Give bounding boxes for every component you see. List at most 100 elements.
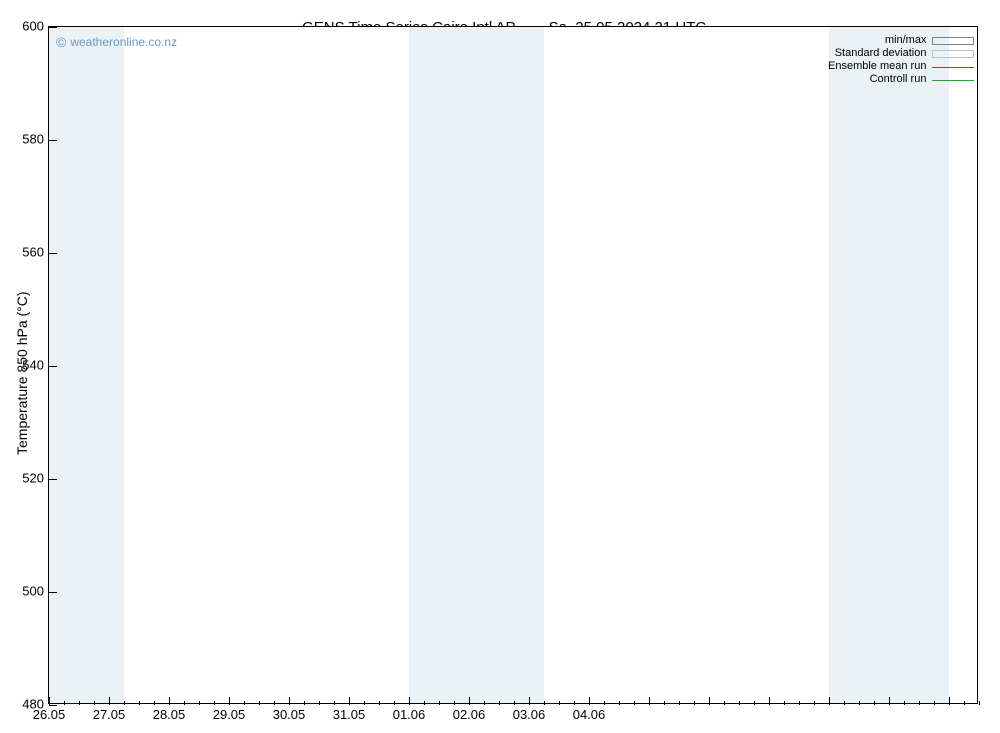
x-tick-mark-minor	[484, 701, 485, 705]
y-tick-label: 500	[4, 584, 44, 599]
y-tick-label: 600	[4, 19, 44, 34]
x-tick-label: 31.05	[333, 707, 366, 722]
legend-swatch	[932, 75, 974, 85]
x-tick-mark-minor	[784, 701, 785, 705]
y-tick-label: 520	[4, 471, 44, 486]
x-tick-mark-major	[709, 697, 710, 705]
x-tick-mark-minor	[844, 701, 845, 705]
night-band	[49, 27, 124, 703]
x-tick-label: 30.05	[273, 707, 306, 722]
x-tick-label: 03.06	[513, 707, 546, 722]
x-tick-mark-major	[109, 697, 110, 705]
x-tick-mark-minor	[739, 701, 740, 705]
x-tick-label: 04.06	[573, 707, 606, 722]
x-tick-mark-minor	[919, 701, 920, 705]
x-tick-mark-minor	[694, 701, 695, 705]
copyright-symbol: ©	[56, 34, 66, 50]
night-band	[409, 27, 544, 703]
y-tick-label: 540	[4, 358, 44, 373]
x-tick-mark-major	[949, 697, 950, 705]
x-tick-mark-major	[169, 697, 170, 705]
y-tick-mark	[49, 253, 57, 254]
x-tick-mark-minor	[64, 701, 65, 705]
x-tick-mark-minor	[874, 701, 875, 705]
legend-label: Controll run	[870, 73, 933, 86]
legend-label: min/max	[885, 34, 933, 47]
x-tick-mark-major	[829, 697, 830, 705]
x-tick-mark-minor	[559, 701, 560, 705]
x-tick-mark-minor	[334, 701, 335, 705]
x-tick-mark-minor	[724, 701, 725, 705]
x-tick-mark-minor	[679, 701, 680, 705]
y-tick-mark	[49, 592, 57, 593]
legend-row: Ensemble mean run	[828, 60, 974, 73]
x-tick-mark-minor	[379, 701, 380, 705]
plot-area: 26.0527.0528.0529.0530.0531.0501.0602.06…	[48, 26, 978, 704]
x-tick-mark-minor	[439, 701, 440, 705]
legend-row: min/max	[828, 34, 974, 47]
x-tick-mark-minor	[364, 701, 365, 705]
x-tick-mark-major	[529, 697, 530, 705]
watermark: © weatheronline.co.nz	[56, 34, 177, 50]
x-tick-mark-minor	[814, 701, 815, 705]
x-tick-mark-minor	[394, 701, 395, 705]
legend: min/maxStandard deviationEnsemble mean r…	[828, 34, 974, 86]
x-tick-mark-minor	[514, 701, 515, 705]
y-tick-label: 560	[4, 245, 44, 260]
x-tick-mark-major	[49, 697, 50, 705]
x-tick-mark-minor	[154, 701, 155, 705]
x-tick-label: 28.05	[153, 707, 186, 722]
legend-swatch	[932, 49, 974, 59]
legend-label: Ensemble mean run	[828, 60, 932, 73]
x-tick-mark-minor	[184, 701, 185, 705]
x-tick-label: 29.05	[213, 707, 246, 722]
x-tick-mark-minor	[244, 701, 245, 705]
x-tick-mark-minor	[124, 701, 125, 705]
y-tick-mark	[49, 705, 57, 706]
watermark-text: weatheronline.co.nz	[70, 35, 177, 49]
x-tick-mark-major	[349, 697, 350, 705]
x-tick-mark-minor	[964, 701, 965, 705]
x-tick-mark-major	[289, 697, 290, 705]
y-tick-label: 480	[4, 697, 44, 712]
x-tick-mark-minor	[319, 701, 320, 705]
night-band	[829, 27, 949, 703]
x-tick-mark-minor	[94, 701, 95, 705]
x-tick-mark-minor	[544, 701, 545, 705]
x-tick-mark-minor	[259, 701, 260, 705]
x-tick-mark-minor	[79, 701, 80, 705]
x-tick-mark-minor	[634, 701, 635, 705]
x-tick-mark-major	[409, 697, 410, 705]
x-tick-mark-minor	[274, 701, 275, 705]
x-tick-mark-minor	[619, 701, 620, 705]
x-tick-mark-minor	[934, 701, 935, 705]
x-tick-mark-minor	[904, 701, 905, 705]
x-tick-label: 01.06	[393, 707, 426, 722]
x-tick-mark-minor	[979, 701, 980, 705]
y-tick-mark	[49, 140, 57, 141]
legend-swatch	[932, 62, 974, 72]
x-tick-mark-minor	[499, 701, 500, 705]
legend-row: Standard deviation	[828, 47, 974, 60]
x-tick-mark-major	[589, 697, 590, 705]
y-tick-mark	[49, 479, 57, 480]
y-axis-label: Temperature 850 hPa (°C)	[14, 291, 30, 455]
x-tick-mark-minor	[304, 701, 305, 705]
x-tick-mark-major	[889, 697, 890, 705]
x-tick-mark-minor	[799, 701, 800, 705]
legend-swatch	[932, 36, 974, 46]
x-tick-label: 02.06	[453, 707, 486, 722]
x-tick-mark-minor	[754, 701, 755, 705]
x-tick-mark-minor	[604, 701, 605, 705]
x-tick-mark-minor	[424, 701, 425, 705]
legend-label: Standard deviation	[835, 47, 933, 60]
x-tick-mark-major	[229, 697, 230, 705]
x-tick-mark-minor	[859, 701, 860, 705]
x-tick-mark-major	[469, 697, 470, 705]
x-tick-label: 27.05	[93, 707, 126, 722]
x-tick-mark-minor	[574, 701, 575, 705]
legend-row: Controll run	[828, 73, 974, 86]
x-tick-mark-major	[769, 697, 770, 705]
y-tick-mark	[49, 27, 57, 28]
x-tick-mark-minor	[664, 701, 665, 705]
